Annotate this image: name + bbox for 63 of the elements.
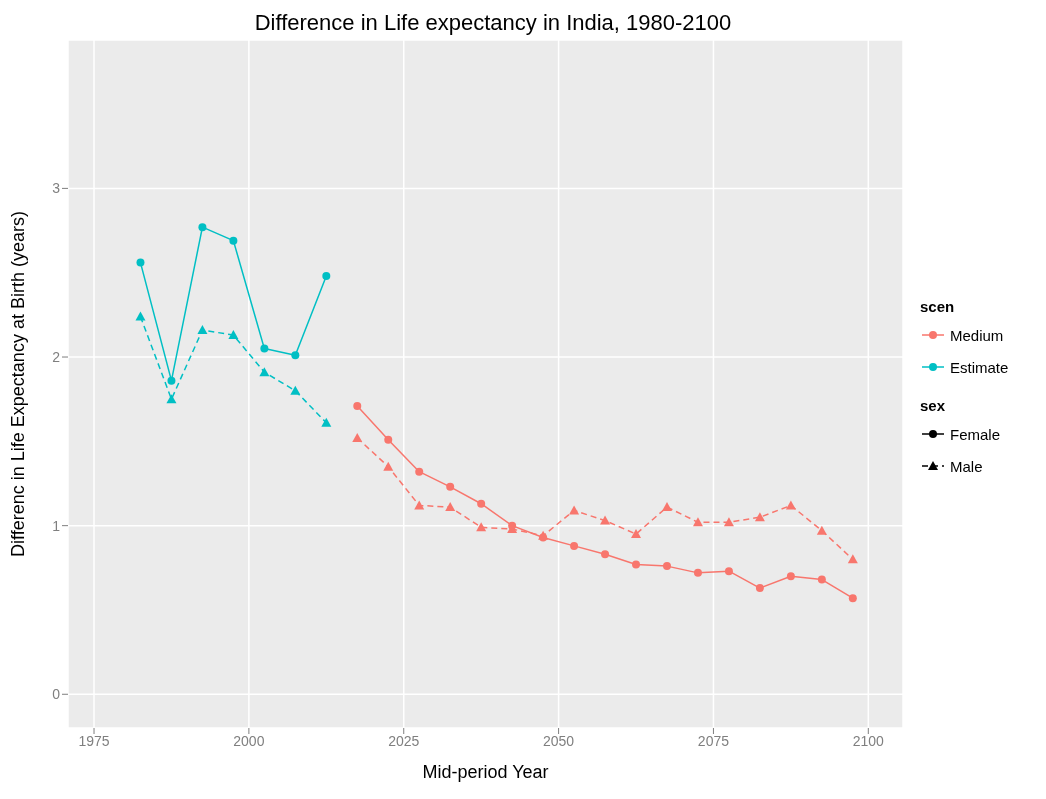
point (786, 572, 795, 581)
point (754, 512, 765, 522)
text: sex (920, 397, 947, 414)
point (166, 394, 177, 404)
point (383, 461, 394, 471)
legend-label: Medium (950, 326, 1004, 344)
point (632, 560, 641, 569)
x-tick-label: 2075 (697, 732, 730, 749)
point (415, 467, 424, 476)
point (724, 567, 733, 576)
point (197, 325, 208, 335)
x-tick-label: 2025 (388, 732, 420, 749)
point (446, 482, 455, 491)
point (229, 236, 238, 245)
point (601, 550, 610, 559)
y-tick-label: 3 (52, 180, 61, 197)
point (228, 330, 239, 340)
point (816, 525, 827, 535)
y-tick-label: 2 (52, 348, 61, 365)
point (693, 568, 702, 577)
y-axis-title: Differenc in Life Expectancy at Birth (years) (8, 211, 29, 557)
point (817, 575, 826, 584)
x-tick-label: 2050 (543, 732, 575, 749)
x-tick-label: 2000 (233, 732, 265, 749)
point (692, 517, 703, 527)
x-tick-label: 1975 (78, 732, 110, 749)
point (291, 351, 300, 360)
point (445, 502, 456, 512)
point (135, 311, 146, 321)
x-axis-title: Mid-period Year (422, 762, 549, 782)
point (631, 529, 642, 539)
legend-label: Estimate (950, 358, 1009, 376)
point (477, 499, 486, 508)
point (322, 272, 331, 281)
point (290, 385, 301, 395)
point (136, 258, 145, 267)
point (167, 376, 176, 385)
text: Female (950, 425, 1001, 443)
y-tick-label: 0 (52, 686, 61, 703)
point (847, 554, 858, 564)
point (848, 594, 857, 603)
text: Male (950, 457, 983, 475)
point (352, 432, 363, 442)
legend-title: scen (920, 298, 956, 315)
point (569, 505, 580, 515)
point (384, 435, 393, 444)
point (661, 502, 672, 512)
point (476, 522, 487, 532)
point (755, 584, 764, 593)
x-tick-label: 2100 (852, 732, 885, 749)
point (785, 500, 796, 510)
point (353, 401, 362, 410)
point (260, 344, 269, 353)
y-tick-label: 1 (52, 517, 61, 534)
point (259, 367, 270, 377)
point (321, 417, 332, 427)
point (198, 223, 207, 232)
point (414, 500, 425, 510)
point (600, 515, 611, 525)
point (663, 562, 671, 571)
point (570, 541, 579, 550)
point (723, 517, 734, 527)
chart-title: Difference in Life expectancy in India, 1980-2100 (253, 10, 733, 36)
